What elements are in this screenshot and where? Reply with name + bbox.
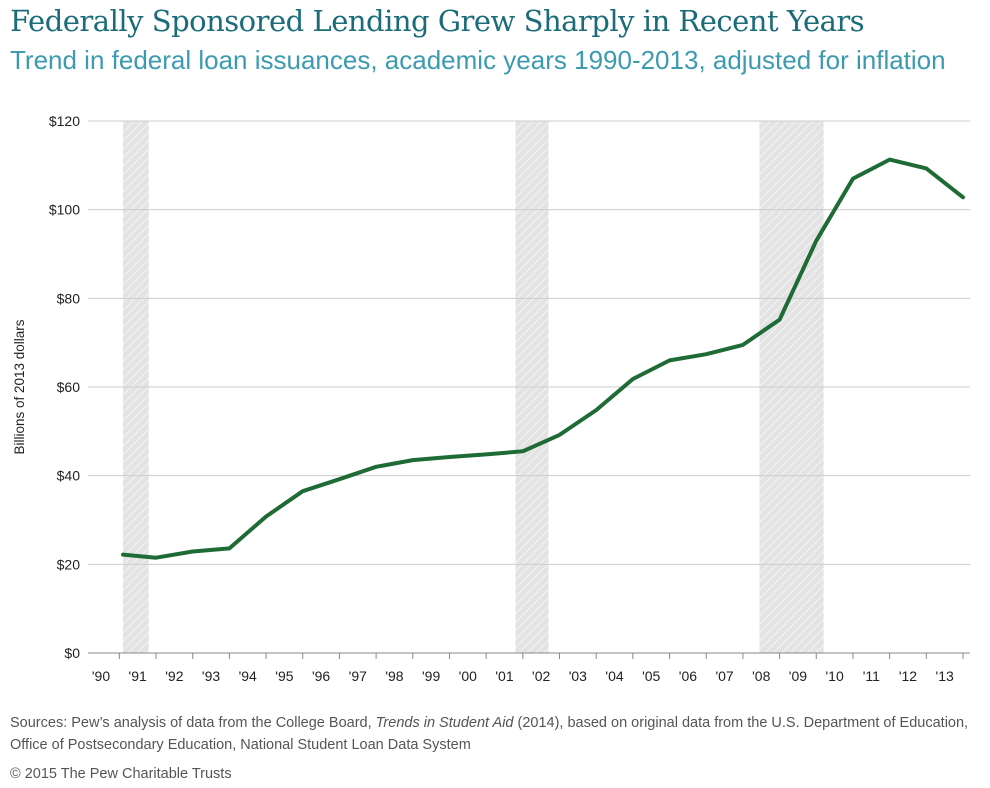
x-tick-label: '08: [752, 668, 770, 684]
x-tick-label: '93: [202, 668, 220, 684]
y-tick-label: $20: [57, 556, 81, 572]
x-tick-label: '91: [129, 668, 147, 684]
sources-note: Sources: Pew’s analysis of data from the…: [10, 712, 970, 756]
y-tick-label: $120: [49, 113, 80, 129]
x-tick-label: '02: [532, 668, 550, 684]
x-tick-label: '12: [899, 668, 917, 684]
chart-title: Federally Sponsored Lending Grew Sharply…: [10, 4, 865, 38]
x-tick-label: '10: [825, 668, 843, 684]
x-tick-label: '06: [679, 668, 697, 684]
y-tick-label: $80: [57, 290, 81, 306]
x-tick-label: '11: [863, 668, 880, 684]
x-tick-label: '07: [715, 668, 733, 684]
chart-subtitle: Trend in federal loan issuances, academi…: [10, 45, 946, 75]
x-tick-label: '03: [569, 668, 587, 684]
x-tick-label: '96: [312, 668, 330, 684]
x-tick-label: '99: [422, 668, 440, 684]
x-tick-label: '95: [275, 668, 293, 684]
x-tick-label: '09: [789, 668, 807, 684]
series-line: [121, 157, 965, 560]
x-tick-label: '90: [92, 668, 110, 684]
y-tick-label: $0: [64, 645, 80, 661]
x-tick-label: '92: [165, 668, 183, 684]
x-tick-label: '98: [385, 668, 403, 684]
x-tick-label: '05: [642, 668, 660, 684]
x-tick-label: '04: [605, 668, 623, 684]
x-tick-label: '01: [495, 668, 513, 684]
x-tick-label: '00: [459, 668, 477, 684]
sources-prefix: Sources: Pew’s analysis of data from the…: [10, 715, 376, 731]
x-tick-label: '13: [936, 668, 954, 684]
y-axis-label: Billions of 2013 dollars: [12, 319, 27, 454]
sources-suffix: (2014), based on original data from the …: [10, 715, 969, 753]
copyright: © 2015 The Pew Charitable Trusts: [10, 766, 232, 782]
y-tick-label: $40: [57, 468, 81, 484]
y-tick-label: $60: [57, 379, 81, 395]
x-tick-label: '97: [349, 668, 367, 684]
sources-publication: Trends in Student Aid: [375, 715, 514, 731]
line-chart: $0 $20 $40 $60 $80 $100 $120 '90 '91 '92 '93 '94 '95…: [12, 113, 970, 684]
x-tick-label: '94: [239, 668, 257, 684]
y-tick-label: $100: [49, 202, 80, 218]
